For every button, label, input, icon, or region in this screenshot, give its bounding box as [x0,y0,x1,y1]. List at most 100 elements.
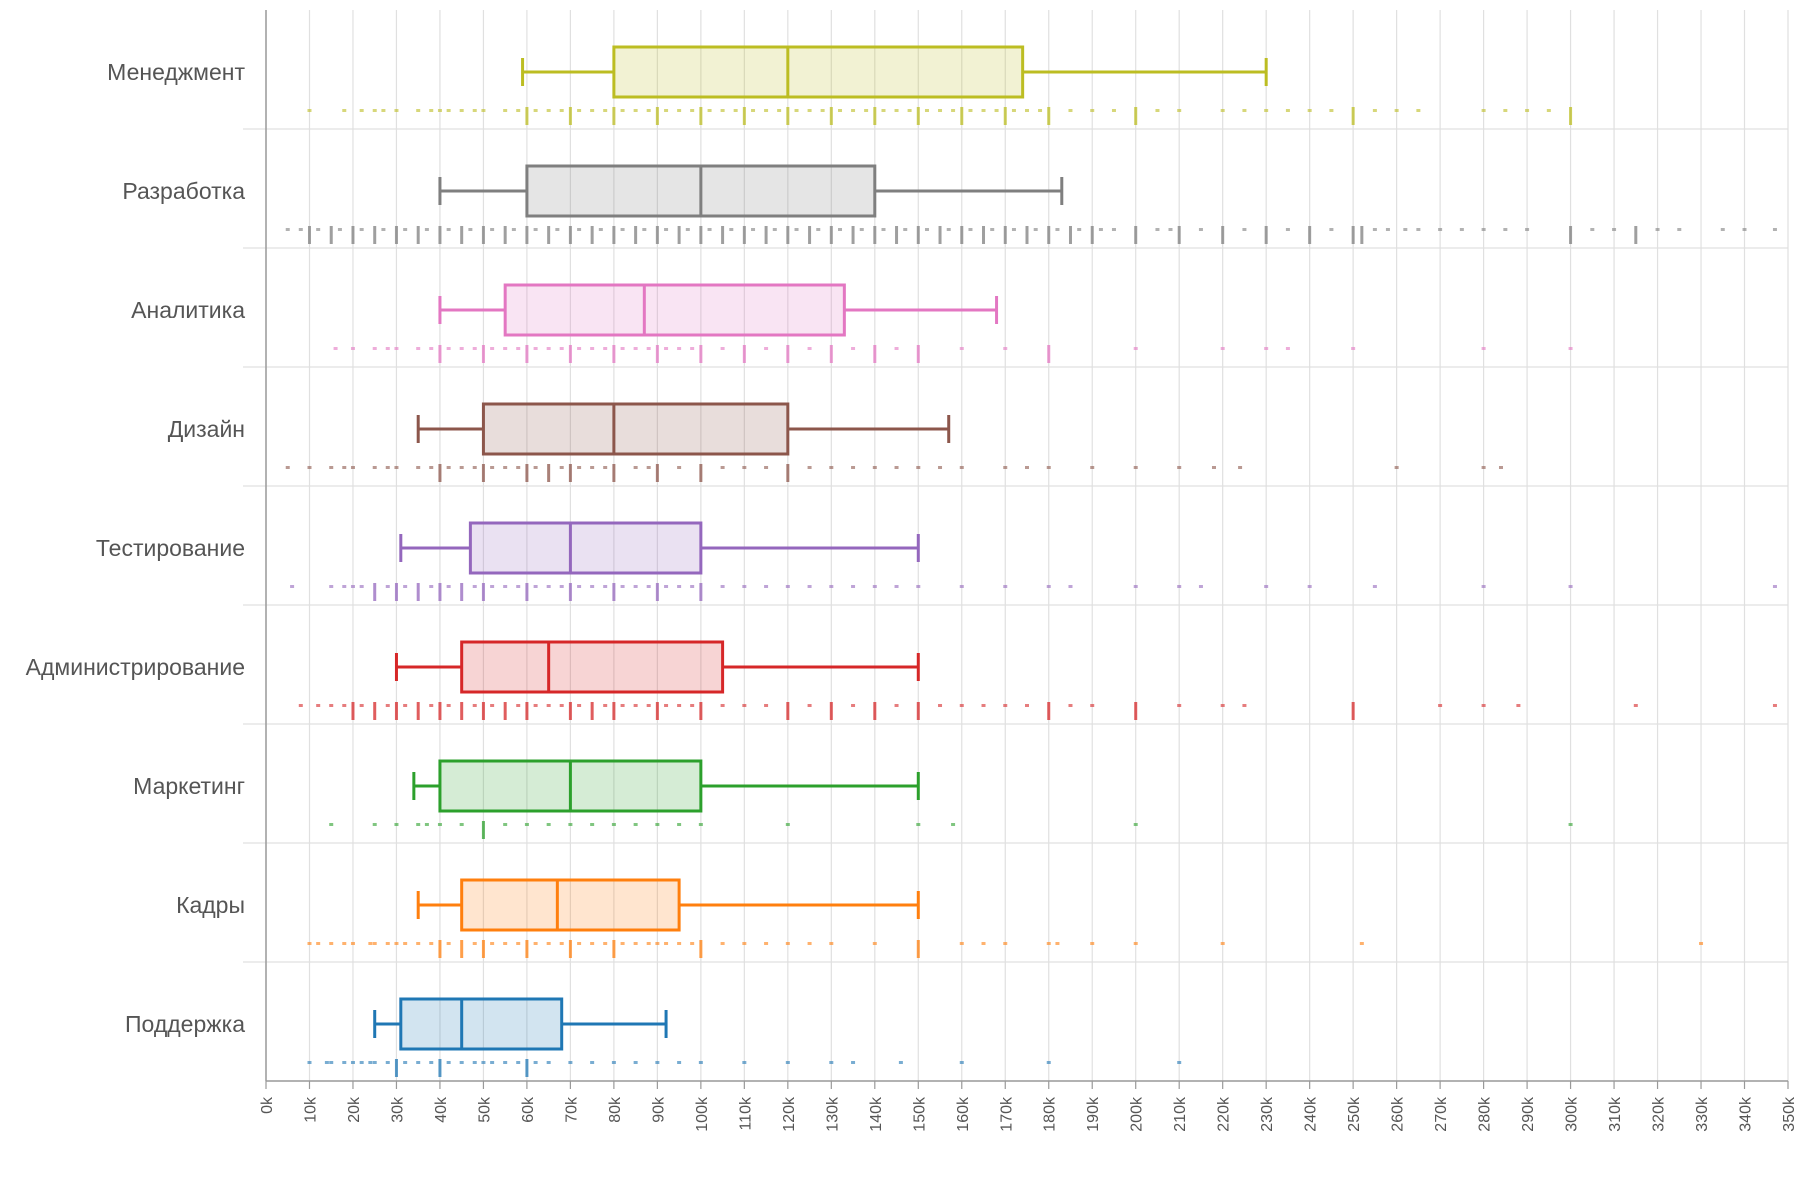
rug-mark [720,109,725,112]
rug-mark [437,109,442,112]
rug-mark [633,704,638,707]
rug-mark [1133,823,1138,826]
rug-mark [851,585,856,588]
rug-mark [459,466,464,469]
rug-mark [959,347,964,350]
rug-mark [516,585,521,588]
rug-mark [446,585,451,588]
rug-mark [894,466,899,469]
rug-mark [685,228,690,231]
rug-mark [951,823,956,826]
rug-mark-major [655,464,659,482]
rug-mark [1055,942,1060,945]
rug-mark [1403,228,1408,231]
rug-mark-major [481,583,485,601]
rug-mark [1720,228,1725,231]
rug-mark [1025,109,1029,112]
rug-mark-major [568,107,572,125]
rug-mark-major [699,107,703,125]
rug-mark [720,942,725,945]
x-tick-label: 240k [1303,1096,1320,1132]
rug-mark [733,109,738,112]
rug-mark [620,347,625,350]
rug-mark-major [829,702,833,720]
rug-mark [394,823,399,826]
rug-mark [603,585,608,588]
rug-mark [503,347,508,350]
rug-mark [559,109,564,112]
rug-mark [990,228,995,231]
rug-mark [959,466,964,469]
rug-mark [359,228,364,231]
rug-mark [472,585,477,588]
rug-mark [655,823,660,826]
rug-mark [924,109,929,112]
rug-mark [1177,109,1182,112]
x-tick-label: 20k [346,1096,363,1123]
rug-mark [1198,585,1203,588]
rug-mark-major [829,226,833,244]
rug-mark [394,347,399,350]
rug-mark [329,585,334,588]
rug-mark [946,228,951,231]
rug-mark [677,704,682,707]
rug-mark [664,704,669,707]
category-label: Аналитика [131,297,245,323]
rug-mark [342,109,347,112]
rug-mark [372,466,377,469]
rug-mark [472,347,477,350]
rug-mark [838,228,843,231]
rug-mark [359,109,364,112]
rug-mark [516,942,521,945]
rug-mark [590,466,595,469]
rug-mark-major [1634,226,1638,244]
rug-mark [472,942,477,945]
rug-mark-major [373,702,377,720]
rug-mark-major [568,464,572,482]
rug-mark [329,1061,334,1064]
rug-mark [1003,942,1008,945]
rug-mark [385,1061,390,1064]
rug-mark [785,585,790,588]
rug-mark-major [1068,226,1072,244]
rug-mark [590,109,595,112]
rug-mark [1168,228,1173,231]
x-tick-label: 290k [1520,1096,1537,1132]
rug-mark-major [699,940,703,958]
rug-mark [1133,466,1138,469]
rug-mark-major [612,464,616,482]
rug-mark [872,585,877,588]
rug-mark [1098,228,1103,231]
rug-mark [1090,466,1095,469]
rug-mark [820,109,825,112]
rug-mark-major [1221,226,1225,244]
rug-mark [359,1061,364,1064]
rug-mark [546,347,551,350]
rug-mark-major [525,940,529,958]
rug-mark [1503,109,1508,112]
rug-mark [416,347,421,350]
rug-mark [1111,228,1116,231]
rug-mark-major [916,226,920,244]
x-tick-label: 10k [302,1096,319,1123]
x-tick-label: 200k [1129,1096,1146,1132]
rug-mark-major [786,702,790,720]
rug-mark [903,228,908,231]
rug-mark [342,1061,347,1064]
rug-mark [851,347,856,350]
rug-mark [881,109,886,112]
rug-mark-major [525,464,529,482]
rug-mark [1264,109,1269,112]
rug-mark [1498,466,1503,469]
rug-mark [1046,466,1051,469]
rug-mark [633,109,638,112]
rug-mark [590,823,595,826]
rug-mark [1090,942,1095,945]
rug-mark [533,704,538,707]
rug-mark [416,1061,421,1064]
rug-mark [1220,347,1225,350]
rug-mark [959,585,964,588]
rug-mark [677,823,682,826]
rug-mark-major [873,107,877,125]
rug-mark-major [873,702,877,720]
